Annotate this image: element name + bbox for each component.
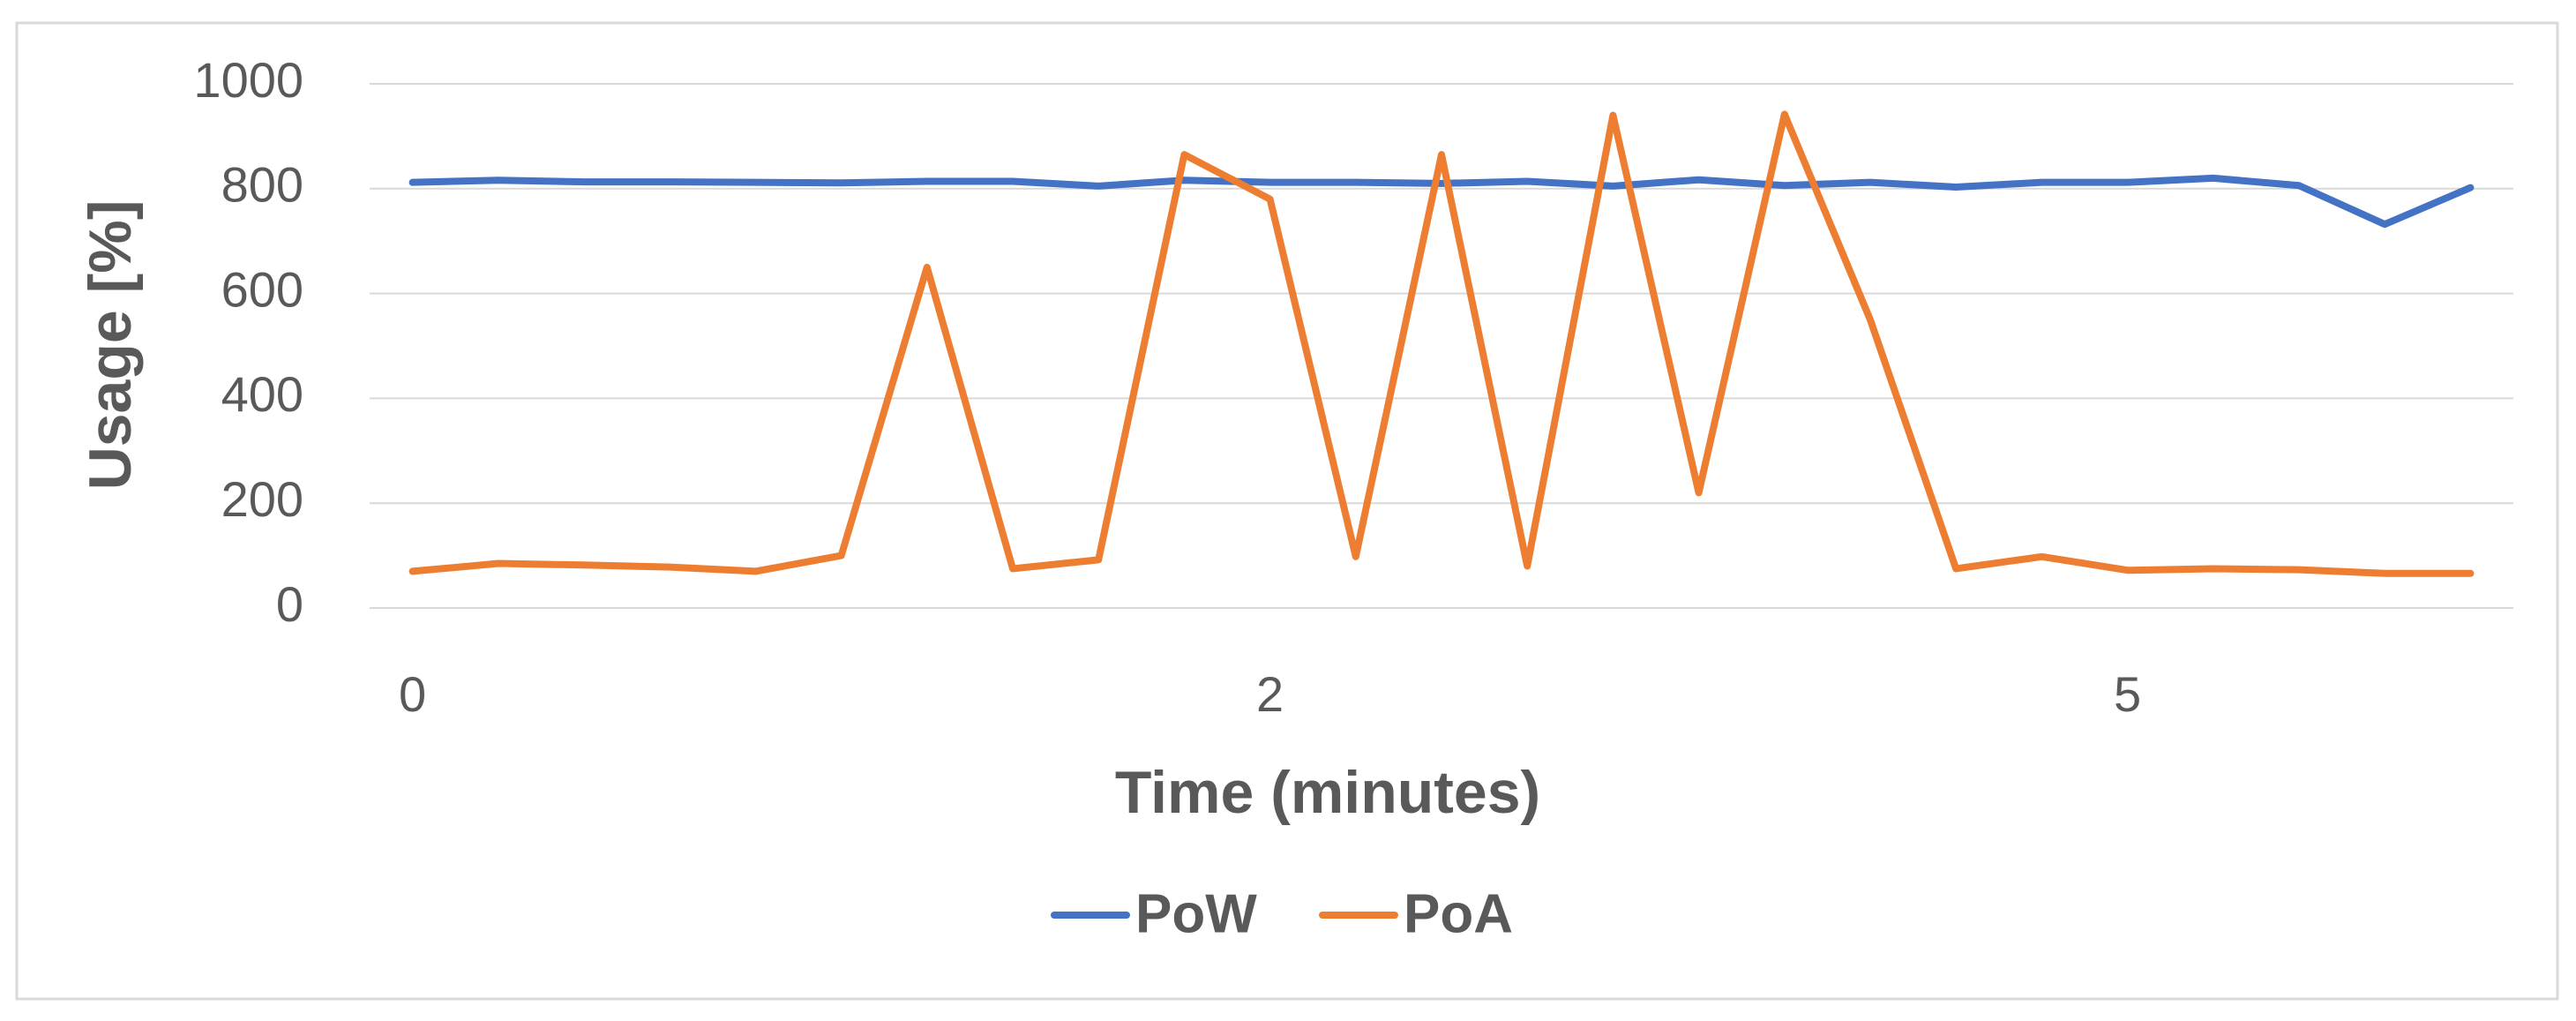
y-tick-label: 400	[221, 366, 303, 422]
x-tick-label: 5	[2114, 666, 2141, 722]
y-axis-title: Usage [%]	[77, 200, 144, 491]
legend-label: PoA	[1404, 883, 1513, 944]
y-tick-label: 0	[276, 576, 303, 632]
x-axis-title: Time (minutes)	[1115, 759, 1540, 826]
chart-frame	[15, 21, 2559, 1001]
y-tick-label: 1000	[193, 52, 303, 108]
x-tick-label: 0	[399, 666, 426, 722]
y-tick-label: 800	[221, 157, 303, 213]
data-line	[408, 110, 2475, 577]
y-tick-label: 200	[221, 471, 303, 527]
data-line	[408, 174, 2475, 229]
legend-label: PoW	[1135, 883, 1257, 944]
x-tick-label: 2	[1256, 666, 1284, 722]
y-tick-label: 600	[221, 261, 303, 317]
